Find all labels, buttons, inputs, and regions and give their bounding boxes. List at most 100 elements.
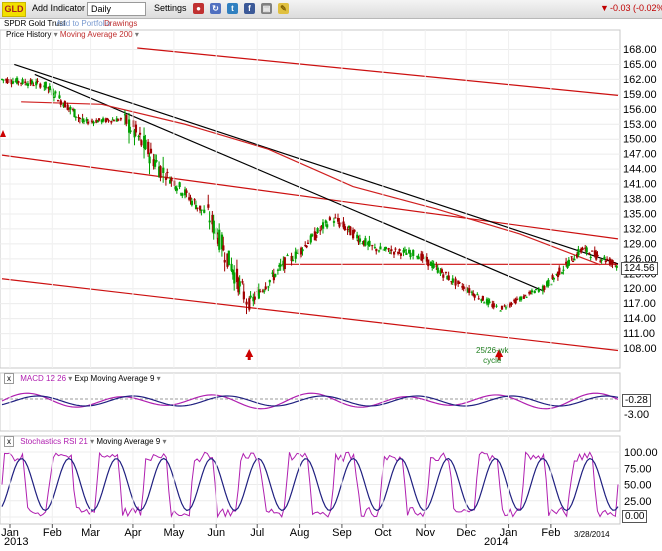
candle-body — [125, 115, 128, 124]
price-history-label: Price History — [6, 30, 52, 39]
candle-body — [596, 254, 599, 257]
stoch-y-tick: 50.00 — [624, 480, 652, 492]
candle-body — [387, 247, 390, 250]
price-y-tick: 165.00 — [623, 59, 657, 71]
candle-body — [343, 226, 347, 231]
candle-body — [200, 209, 203, 211]
candle-body — [436, 267, 439, 273]
candle-body — [248, 298, 251, 310]
candle-body — [164, 177, 168, 180]
candle-body — [357, 239, 360, 243]
candle-body — [485, 299, 489, 304]
candle-body — [416, 256, 419, 258]
candle-body — [442, 274, 445, 278]
print-icon[interactable]: ▤ — [261, 3, 272, 14]
candle-body — [513, 299, 516, 302]
candle-body — [450, 281, 453, 283]
candle-body — [487, 299, 490, 305]
candle-body — [337, 217, 340, 222]
symbol-box[interactable]: GLD — [2, 2, 26, 17]
candle-body — [169, 180, 172, 184]
candle-body — [551, 275, 554, 280]
macd-title: MACD 12 26 — [20, 374, 67, 383]
candle-body — [66, 104, 69, 110]
candle-body — [43, 85, 46, 88]
cycle-arrow-left — [0, 130, 6, 137]
candle-body — [36, 80, 39, 82]
candle-body — [189, 197, 192, 200]
candle-body — [291, 259, 295, 261]
candle-body — [599, 260, 602, 262]
candle-body — [332, 221, 336, 223]
facebook-icon[interactable]: f — [244, 3, 255, 14]
candle-body — [503, 305, 506, 307]
year-2014-label: 2014 — [484, 536, 509, 548]
candle-body — [567, 259, 571, 266]
candle-body — [615, 265, 618, 268]
candle-body — [533, 290, 536, 294]
candle-body — [14, 80, 17, 82]
candle-body — [10, 82, 13, 84]
candle-body — [218, 229, 221, 250]
candle-body — [510, 303, 513, 305]
candle-body — [274, 273, 277, 277]
candle-body — [390, 249, 393, 252]
candle-body — [399, 253, 403, 256]
candle-body — [233, 272, 236, 284]
candle-body — [194, 205, 198, 210]
candle-body — [282, 260, 285, 267]
macd-y-tick: -3.00 — [624, 409, 649, 421]
candle-body — [242, 291, 245, 300]
candle-body — [558, 267, 561, 275]
candle-body — [324, 220, 327, 223]
candle-body — [73, 109, 76, 118]
candle-body — [196, 207, 199, 209]
candle-body — [402, 249, 405, 253]
candle-body — [301, 249, 304, 252]
candle-body — [17, 81, 20, 83]
record-icon[interactable]: ● — [193, 3, 204, 14]
add-portfolio-link[interactable]: Add to Portfolio — [56, 19, 111, 28]
candle-body — [185, 190, 188, 193]
x-axis: Jan Feb Mar Apr May Jun Jul Aug Sep Oct Nov Dec Jan F… — [1, 30, 560, 539]
candle-body — [111, 119, 114, 121]
candle-body — [358, 238, 362, 242]
candle-body — [432, 263, 435, 268]
candle-body — [520, 296, 523, 301]
candle-body — [181, 193, 184, 196]
refresh-icon[interactable]: ↻ — [210, 3, 221, 14]
candle-body — [268, 280, 271, 283]
candle-body — [159, 166, 162, 178]
candle-body — [483, 302, 486, 304]
candle-body — [62, 103, 65, 107]
price-change: -0.03 (-0.02%) — [610, 3, 662, 13]
twitter-icon[interactable]: t — [227, 3, 238, 14]
candle-body — [32, 85, 35, 87]
candle-body — [492, 303, 495, 308]
moving-average-200-line — [21, 101, 601, 266]
candle-body — [170, 178, 173, 182]
stoch-close-button[interactable]: x — [4, 436, 14, 447]
candle-body — [227, 250, 230, 266]
drawings-link[interactable]: Drawings — [104, 19, 138, 28]
candle-body — [481, 295, 484, 301]
candle-body — [300, 247, 303, 255]
candle-body — [334, 217, 337, 219]
candle-body — [565, 261, 568, 264]
candle-body — [589, 256, 592, 258]
period-select[interactable]: Daily — [87, 2, 146, 16]
candle-body — [470, 291, 474, 293]
settings-button[interactable]: Settings — [154, 3, 187, 13]
macd-close-button[interactable]: x — [4, 373, 14, 384]
note-icon[interactable]: ✎ — [278, 3, 289, 14]
candle-body — [525, 296, 528, 298]
x-tick-label: Jun — [207, 527, 225, 539]
candle-body — [611, 260, 614, 264]
candle-body — [429, 261, 433, 266]
add-indicator-button[interactable]: Add Indicator — [32, 3, 86, 13]
candle-body — [106, 118, 109, 120]
price-panel-label: Price History ▾ Moving Average 200 ▾ — [6, 30, 139, 39]
candle-body — [446, 275, 449, 280]
trendline-long — [14, 63, 619, 265]
candle-body — [26, 83, 30, 86]
